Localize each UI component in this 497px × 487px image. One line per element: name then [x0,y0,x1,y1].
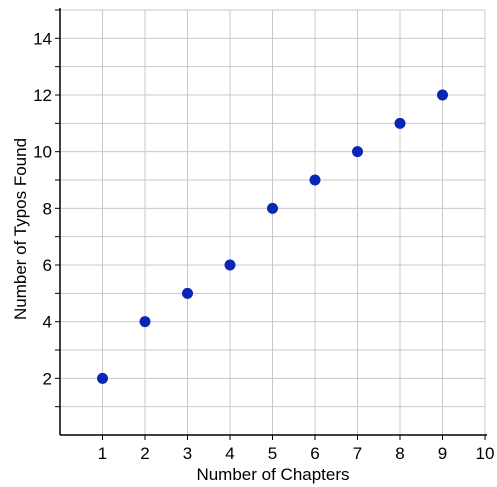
x-tick-label: 8 [395,444,404,463]
x-tick-label: 10 [476,444,495,463]
data-point [267,202,278,214]
x-tick-labels: 1 2 3 4 5 6 7 8 9 10 [98,444,495,463]
data-point [97,372,108,384]
data-point [309,174,321,186]
x-tick-label: 9 [438,444,447,463]
x-tick-label: 2 [140,444,149,463]
data-point [394,117,406,129]
grid-lines [60,9,486,435]
data-point [352,146,363,158]
y-tick-label: 14 [33,29,52,48]
data-point [139,316,151,328]
data-points [97,89,448,384]
x-tick-label: 1 [98,444,107,463]
y-tick-label: 10 [33,143,52,162]
y-tick-label: 8 [43,199,52,218]
x-tick-label: 7 [353,444,362,463]
axes [55,8,487,440]
y-tick-label: 12 [33,86,52,105]
x-tick-label: 4 [225,444,234,463]
y-tick-labels: 2 4 6 8 10 12 14 [33,29,52,388]
y-tick-label: 6 [43,256,52,275]
y-axis-title: Number of Typos Found [11,138,30,320]
y-tick-label: 2 [43,369,52,388]
data-point [437,89,448,101]
x-axis-title: Number of Chapters [196,465,349,484]
x-tick-label: 3 [183,444,192,463]
data-point [224,259,236,271]
x-tick-label: 5 [268,444,277,463]
data-point [182,287,193,299]
y-tick-label: 4 [43,313,52,332]
x-tick-label: 6 [310,444,319,463]
